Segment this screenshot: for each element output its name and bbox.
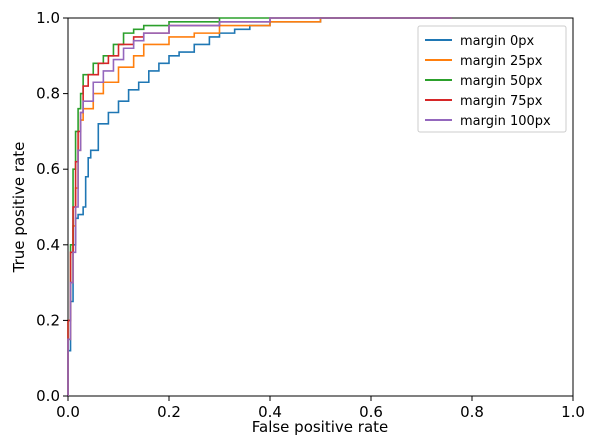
legend-label-1: margin 25px bbox=[460, 54, 543, 69]
x-tick-label: 0.2 bbox=[157, 403, 181, 421]
legend-label-4: margin 100px bbox=[460, 114, 551, 129]
x-tick-label: 0.6 bbox=[359, 403, 383, 421]
x-tick-label: 1.0 bbox=[561, 403, 585, 421]
y-tick-label: 0.4 bbox=[36, 236, 60, 254]
y-tick-label: 0.6 bbox=[36, 160, 60, 178]
legend-items: margin 0px margin 25px margin 50px margin 7… bbox=[425, 34, 551, 129]
x-axis-label: False positive rate bbox=[252, 418, 389, 436]
y-tick-label: 0.0 bbox=[36, 387, 60, 405]
y-axis-label: True positive rate bbox=[10, 142, 28, 274]
x-tick-label: 0.0 bbox=[56, 403, 80, 421]
legend-label-0: margin 0px bbox=[460, 34, 535, 49]
y-tick-label: 0.2 bbox=[36, 311, 60, 329]
y-tick-label: 1.0 bbox=[36, 9, 60, 27]
series-line-4 bbox=[67, 17, 452, 396]
series-line-1 bbox=[67, 17, 452, 396]
series-line-2 bbox=[67, 17, 452, 396]
legend-label-3: margin 75px bbox=[460, 94, 543, 109]
legend-frame bbox=[417, 25, 567, 133]
x-tick-label: 0.8 bbox=[460, 403, 484, 421]
legend-label-2: margin 50px bbox=[460, 74, 543, 89]
series-layer bbox=[67, 17, 452, 396]
tick-layer: 0.0 0.2 0.4 0.6 0.8 1.0 0.0 0.2 0.4 0.6 0.8 1.0 bbox=[36, 9, 585, 421]
series-line-0 bbox=[67, 17, 452, 396]
legend: margin 0px margin 25px margin 50px margin 7… bbox=[417, 25, 567, 133]
x-tick-label: 0.4 bbox=[258, 403, 282, 421]
y-tick-label: 0.8 bbox=[36, 85, 60, 103]
series-line-3 bbox=[67, 17, 452, 396]
